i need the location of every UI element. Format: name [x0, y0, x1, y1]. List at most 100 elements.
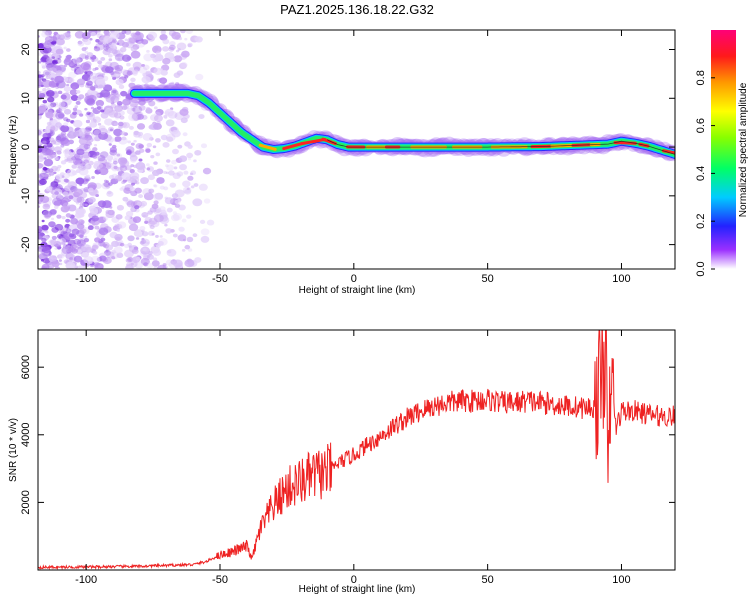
noise-speck	[116, 252, 124, 258]
noise-speck	[135, 237, 140, 240]
noise-speck	[139, 240, 145, 245]
noise-speck	[162, 38, 170, 45]
noise-speck	[154, 192, 164, 200]
noise-speck	[184, 37, 188, 41]
noise-speck	[44, 128, 51, 134]
noise-speck	[143, 262, 149, 267]
noise-speck	[148, 100, 156, 107]
noise-speck	[180, 62, 188, 68]
noise-speck	[119, 165, 128, 172]
noise-speck	[70, 243, 78, 250]
noise-speck	[46, 121, 52, 126]
noise-speck	[63, 85, 71, 92]
noise-speck	[60, 125, 70, 133]
noise-speck	[206, 219, 215, 226]
noise-speck	[69, 257, 74, 261]
noise-speck	[166, 207, 173, 213]
noise-speck	[136, 113, 145, 120]
noise-speck	[62, 200, 66, 204]
noise-speck	[68, 233, 74, 238]
noise-speck	[79, 183, 83, 187]
noise-speck	[167, 249, 172, 254]
noise-speck	[51, 56, 56, 59]
noise-speck	[92, 250, 98, 255]
noise-speck	[126, 70, 133, 76]
noise-speck	[76, 239, 86, 247]
noise-speck	[113, 122, 119, 126]
noise-speck	[202, 167, 212, 175]
noise-speck	[95, 99, 105, 107]
noise-speck	[92, 147, 98, 152]
noise-speck	[151, 220, 160, 228]
noise-speck	[42, 30, 46, 33]
noise-speck	[119, 187, 124, 191]
noise-speck	[128, 37, 136, 44]
noise-speck	[55, 86, 59, 90]
noise-speck	[72, 111, 78, 116]
noise-speck	[153, 106, 158, 110]
noise-speck	[76, 148, 85, 156]
noise-speck	[38, 80, 43, 86]
noise-speck	[70, 94, 79, 101]
noise-speck	[195, 73, 204, 81]
noise-speck	[169, 40, 176, 47]
noise-speck	[165, 164, 169, 168]
y-tick-label: 0	[20, 144, 32, 150]
noise-speck	[84, 107, 88, 111]
noise-speck	[146, 251, 150, 254]
noise-speck	[178, 204, 186, 211]
y-tick-label: 4000	[20, 423, 32, 447]
noise-speck	[159, 68, 163, 71]
noise-speck	[173, 55, 183, 63]
x-tick-label: -100	[75, 273, 97, 285]
noise-speck	[152, 145, 157, 149]
noise-speck	[55, 70, 63, 76]
noise-speck	[60, 131, 67, 136]
noise-speck	[138, 99, 146, 106]
noise-speck	[89, 37, 93, 41]
noise-speck	[69, 89, 78, 96]
noise-speck	[53, 171, 57, 175]
noise-speck	[118, 110, 125, 116]
noise-speck	[113, 165, 118, 170]
noise-speck	[84, 46, 89, 50]
noise-speck	[141, 39, 149, 45]
noise-speck	[166, 164, 175, 171]
noise-speck	[55, 194, 64, 202]
x-tick-label: 0	[351, 574, 357, 586]
noise-speck	[171, 159, 177, 165]
noise-speck	[42, 246, 51, 254]
noise-speck	[153, 122, 162, 130]
noise-speck	[159, 77, 168, 84]
noise-speck	[45, 75, 50, 79]
noise-speck	[162, 57, 171, 65]
noise-speck	[181, 50, 190, 58]
noise-speck	[54, 247, 58, 250]
noise-speck	[118, 84, 125, 90]
noise-speck	[141, 76, 151, 84]
noise-speck	[161, 64, 170, 72]
noise-speck	[186, 214, 192, 219]
noise-speck	[136, 201, 142, 206]
noise-speck	[80, 250, 90, 258]
noise-speck	[116, 101, 123, 106]
noise-speck	[94, 263, 104, 269]
noise-speck	[104, 31, 111, 37]
y-tick-label: 20	[20, 43, 32, 55]
noise-speck	[67, 248, 74, 253]
noise-speck	[38, 173, 45, 179]
noise-speck	[107, 53, 113, 58]
noise-speck	[172, 211, 177, 215]
noise-speck	[199, 219, 206, 225]
noise-speck	[110, 31, 120, 40]
noise-speck	[117, 221, 127, 229]
noise-speck	[42, 140, 47, 145]
noise-speck	[111, 256, 116, 260]
noise-speck	[187, 42, 193, 48]
noise-speck	[107, 209, 115, 216]
noise-speck	[44, 71, 50, 76]
noise-speck	[64, 151, 74, 159]
noise-speck	[185, 30, 194, 34]
noise-speck	[147, 31, 158, 40]
noise-speck	[176, 171, 184, 177]
